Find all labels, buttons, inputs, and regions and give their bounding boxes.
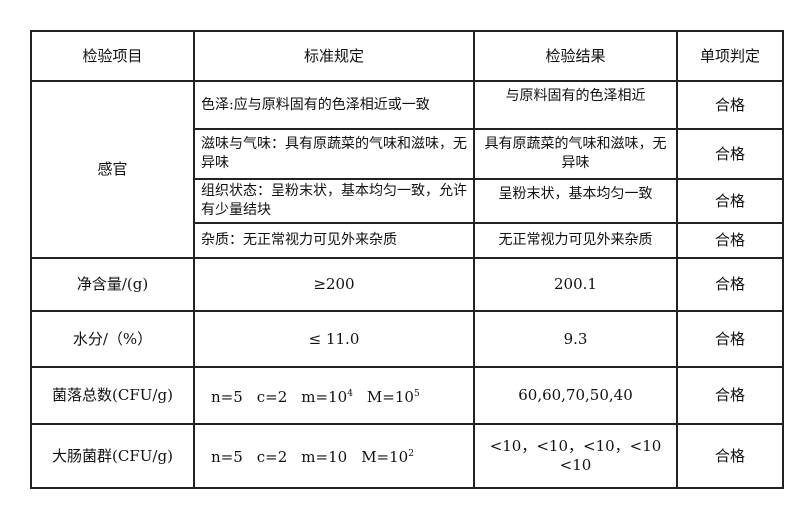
verdict-cell: 合格 (676, 423, 784, 489)
inspection-table: 检验项目 标准规定 检验结果 单项判定 感官 色泽:应与原料固有的色泽相近或一致… (30, 30, 784, 489)
c-value: c=2 (256, 448, 288, 466)
table-row: 感官 色泽:应与原料固有的色泽相近或一致 与原料固有的色泽相近 合格 (30, 80, 784, 259)
result-line: <10 (559, 456, 592, 474)
table-row: 滋味与气味：具有原蔬菜的气味和滋味，无异味 具有原蔬菜的气味和滋味，无异味 合格 (31, 128, 784, 180)
verdict-cell: 合格 (676, 178, 784, 224)
header-result: 检验结果 (473, 30, 678, 82)
header-item: 检验项目 (30, 30, 195, 82)
item-label: 菌落总数(CFU/g) (30, 366, 195, 425)
result-cell: 9.3 (473, 310, 678, 368)
verdict-cell: 合格 (676, 80, 784, 130)
sensory-label: 感官 (30, 80, 195, 259)
table-row: 杂质：无正常视力可见外来杂质 无正常视力可见外来杂质 合格 (31, 222, 784, 259)
header-verdict: 单项判定 (676, 30, 784, 82)
m-exponent: 4 (347, 388, 353, 399)
verdict-cell: 合格 (676, 128, 784, 180)
result-cell: 60,60,70,50,40 (473, 366, 678, 425)
result-cell: 具有原蔬菜的气味和滋味，无异味 (473, 128, 678, 180)
M-value: M=10 (361, 448, 409, 466)
table-row-water: 水分/（%） ≤ 11.0 9.3 合格 (30, 310, 784, 368)
standard-cell: n=5 c=2 m=104 M=105 (193, 366, 475, 425)
standard-cell: 组织状态：呈粉末状，基本均匀一致，允许有少量结块 (193, 178, 475, 224)
table-row-colony: 菌落总数(CFU/g) n=5 c=2 m=104 M=105 60,60,70,50… (30, 366, 784, 425)
c-value: c=2 (256, 387, 288, 406)
table-row-net: 净含量/(g) ≥200 200.1 合格 (30, 257, 784, 312)
header-row: 检验项目 标准规定 检验结果 单项判定 (30, 30, 784, 82)
verdict-cell: 合格 (676, 310, 784, 368)
item-label: 大肠菌群(CFU/g) (30, 423, 195, 489)
standard-cell: 滋味与气味：具有原蔬菜的气味和滋味，无异味 (193, 128, 475, 180)
standard-cell: 色泽:应与原料固有的色泽相近或一致 (193, 80, 475, 130)
n-value: n=5 (211, 448, 243, 466)
standard-cell: n=5 c=2 m=10 M=102 (193, 423, 475, 489)
result-cell: 与原料固有的色泽相近 (473, 80, 678, 130)
n-value: n=5 (211, 387, 243, 406)
header-standard: 标准规定 (193, 30, 475, 82)
result-cell: <10，<10，<10，<10 <10 (473, 423, 678, 489)
standard-cell: ≥200 (193, 257, 475, 312)
result-cell: 无正常视力可见外来杂质 (473, 222, 678, 259)
verdict-cell: 合格 (676, 257, 784, 312)
item-label: 净含量/(g) (30, 257, 195, 312)
table-row: 组织状态：呈粉末状，基本均匀一致，允许有少量结块 呈粉末状，基本均匀一致 合格 (31, 178, 784, 224)
item-label: 水分/（%） (30, 310, 195, 368)
M-value: M=10 (366, 387, 414, 406)
standard-cell: 杂质：无正常视力可见外来杂质 (193, 222, 475, 259)
table-row-coliform: 大肠菌群(CFU/g) n=5 c=2 m=10 M=102 <10，<10，<10，… (30, 423, 784, 489)
result-cell: 呈粉末状，基本均匀一致 (473, 178, 678, 224)
M-exponent: 2 (408, 449, 414, 459)
verdict-cell: 合格 (676, 222, 784, 259)
standard-cell: ≤ 11.0 (193, 310, 475, 368)
m-value: m=10 (301, 387, 348, 406)
result-line: <10，<10，<10，<10 (489, 437, 662, 455)
M-exponent: 5 (413, 388, 420, 399)
verdict-cell: 合格 (676, 366, 784, 425)
result-cell: 200.1 (473, 257, 678, 312)
m-value: m=10 (301, 448, 348, 466)
